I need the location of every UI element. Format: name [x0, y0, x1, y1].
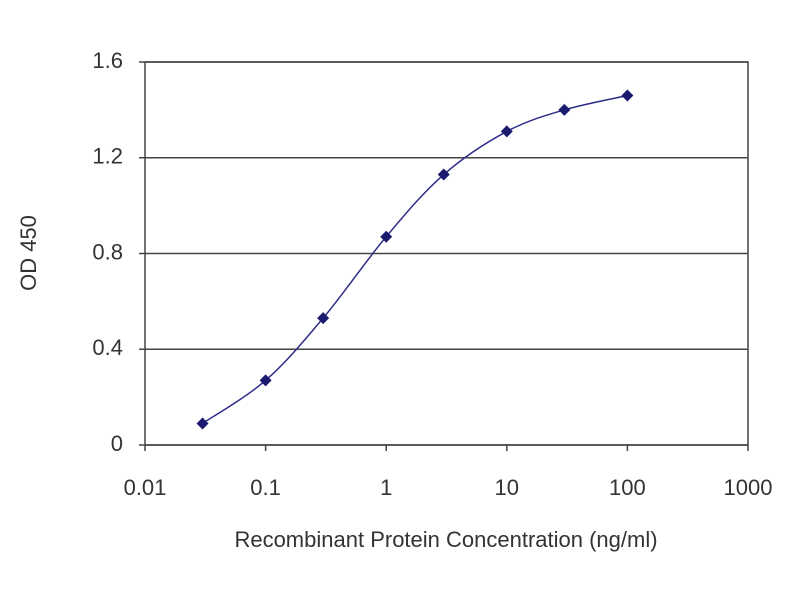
data-point: [437, 168, 450, 181]
data-line: [202, 94, 628, 425]
x-tick-label: 0.1: [250, 475, 281, 500]
y-tick-label: 1.6: [92, 48, 123, 73]
x-axis-label: Recombinant Protein Concentration (ng/ml…: [234, 527, 657, 552]
data-point: [500, 125, 513, 138]
y-tick-label: 0.8: [92, 239, 123, 264]
y-tick-label: 0: [111, 431, 123, 456]
y-tick-label: 0.4: [92, 335, 123, 360]
data-point: [621, 89, 634, 102]
x-tick-label: 100: [609, 475, 646, 500]
data-point: [196, 417, 209, 430]
x-tick-label: 1000: [724, 475, 773, 500]
x-tick-label: 0.01: [124, 475, 167, 500]
y-axis-label: OD 450: [16, 215, 41, 291]
data-point: [317, 312, 330, 325]
data-point: [558, 103, 571, 116]
x-tick-label: 10: [495, 475, 519, 500]
data-point: [380, 230, 393, 243]
data-point: [259, 374, 272, 387]
y-tick-label: 1.2: [92, 144, 123, 169]
x-tick-label: 1: [380, 475, 392, 500]
